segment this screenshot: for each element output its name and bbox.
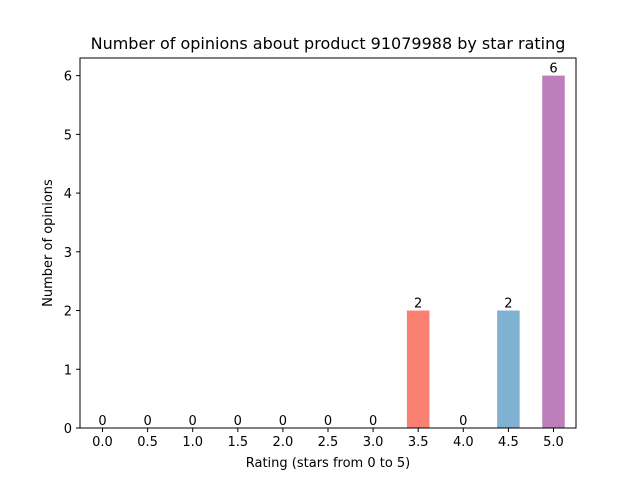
bars-group — [406, 75, 565, 428]
y-tick-label: 2 — [64, 305, 72, 320]
x-axis-label: Rating (stars from 0 to 5) — [246, 456, 411, 471]
x-tick-label: 1.0 — [182, 435, 203, 450]
x-tick-label: 3.0 — [363, 435, 384, 450]
bar-value-label: 0 — [234, 414, 242, 429]
x-tick-label: 2.0 — [273, 435, 294, 450]
y-axis-label: Number of opinions — [41, 179, 56, 307]
x-axis: 0.0 0.5 1.0 1.5 2.0 2.5 3.0 3.5 4.0 4.5 5.0 — [92, 428, 564, 450]
x-tick-label: 4.0 — [453, 435, 474, 450]
y-tick-label: 0 — [64, 422, 72, 437]
x-tick-label: 4.5 — [498, 435, 519, 450]
y-tick-label: 1 — [64, 363, 72, 378]
bar-4.5 — [497, 310, 520, 428]
y-axis: 0 1 2 3 4 5 6 — [64, 70, 80, 437]
chart-title: Number of opinions about product 9107998… — [91, 34, 566, 53]
bar-value-label: 0 — [459, 414, 467, 429]
bar-value-label: 2 — [504, 297, 512, 312]
x-tick-label: 0.0 — [92, 435, 113, 450]
bar-3.5 — [406, 310, 430, 428]
bar-value-label: 0 — [324, 414, 332, 429]
bar-value-labels: 0 0 0 0 0 0 0 2 0 2 6 — [98, 62, 557, 429]
x-tick-label: 5.0 — [543, 435, 564, 450]
bar-value-label: 0 — [189, 414, 197, 429]
bar-value-label: 0 — [143, 414, 151, 429]
bar-value-label: 2 — [414, 297, 422, 312]
bar-value-label: 0 — [98, 414, 106, 429]
bar-value-label: 0 — [279, 414, 287, 429]
x-tick-label: 2.5 — [318, 435, 339, 450]
bar-5.0 — [542, 75, 565, 428]
y-tick-label: 5 — [64, 128, 72, 143]
y-tick-label: 6 — [64, 70, 72, 85]
bar-value-label: 0 — [369, 414, 377, 429]
y-tick-label: 4 — [64, 187, 72, 202]
x-tick-label: 1.5 — [227, 435, 248, 450]
y-tick-label: 3 — [64, 246, 72, 261]
bar-value-label: 6 — [549, 62, 557, 77]
x-tick-label: 3.5 — [408, 435, 429, 450]
x-tick-label: 0.5 — [137, 435, 158, 450]
